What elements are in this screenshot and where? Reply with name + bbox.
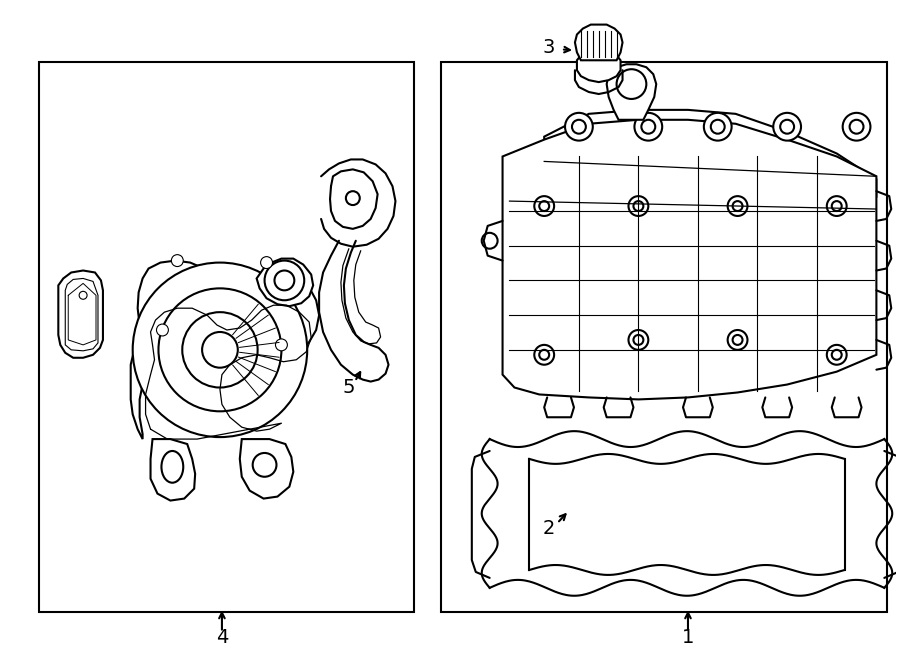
Circle shape (832, 350, 842, 360)
Circle shape (482, 233, 498, 249)
Circle shape (79, 292, 87, 299)
Circle shape (565, 113, 593, 141)
Text: 5: 5 (343, 378, 356, 397)
Circle shape (634, 335, 643, 345)
Circle shape (274, 270, 294, 290)
Circle shape (780, 120, 794, 134)
Circle shape (628, 196, 648, 216)
Polygon shape (544, 110, 877, 196)
Circle shape (827, 345, 847, 365)
Circle shape (827, 196, 847, 216)
Circle shape (773, 113, 801, 141)
Circle shape (171, 254, 184, 266)
Circle shape (842, 113, 870, 141)
Circle shape (157, 324, 168, 336)
Text: 2: 2 (543, 519, 555, 538)
Text: 3: 3 (543, 38, 555, 57)
Circle shape (628, 330, 648, 350)
Circle shape (183, 312, 257, 387)
Circle shape (539, 201, 549, 211)
Circle shape (261, 256, 273, 268)
Polygon shape (575, 24, 623, 60)
Bar (441, 61, 887, 612)
Ellipse shape (161, 451, 184, 483)
Circle shape (711, 120, 724, 134)
Polygon shape (577, 50, 621, 82)
Circle shape (616, 69, 646, 99)
Circle shape (727, 330, 748, 350)
Polygon shape (607, 64, 656, 120)
Circle shape (733, 201, 742, 211)
Polygon shape (502, 120, 877, 399)
Polygon shape (58, 270, 103, 358)
Bar (40, 61, 414, 612)
Polygon shape (256, 258, 313, 306)
Circle shape (265, 260, 304, 300)
Text: 1: 1 (682, 628, 694, 647)
Circle shape (634, 201, 643, 211)
Polygon shape (239, 439, 293, 498)
Circle shape (535, 196, 554, 216)
Circle shape (253, 453, 276, 477)
Circle shape (132, 262, 307, 437)
Circle shape (158, 288, 282, 411)
Polygon shape (150, 439, 195, 500)
Circle shape (539, 350, 549, 360)
Circle shape (704, 113, 732, 141)
Circle shape (850, 120, 863, 134)
Circle shape (733, 335, 742, 345)
Circle shape (634, 113, 662, 141)
Circle shape (535, 345, 554, 365)
Polygon shape (66, 278, 98, 351)
Circle shape (572, 120, 586, 134)
Circle shape (727, 196, 748, 216)
Circle shape (202, 332, 238, 368)
Circle shape (275, 339, 287, 351)
Text: 4: 4 (216, 628, 228, 647)
Circle shape (642, 120, 655, 134)
Circle shape (346, 191, 360, 205)
Polygon shape (130, 260, 320, 439)
Circle shape (832, 201, 842, 211)
